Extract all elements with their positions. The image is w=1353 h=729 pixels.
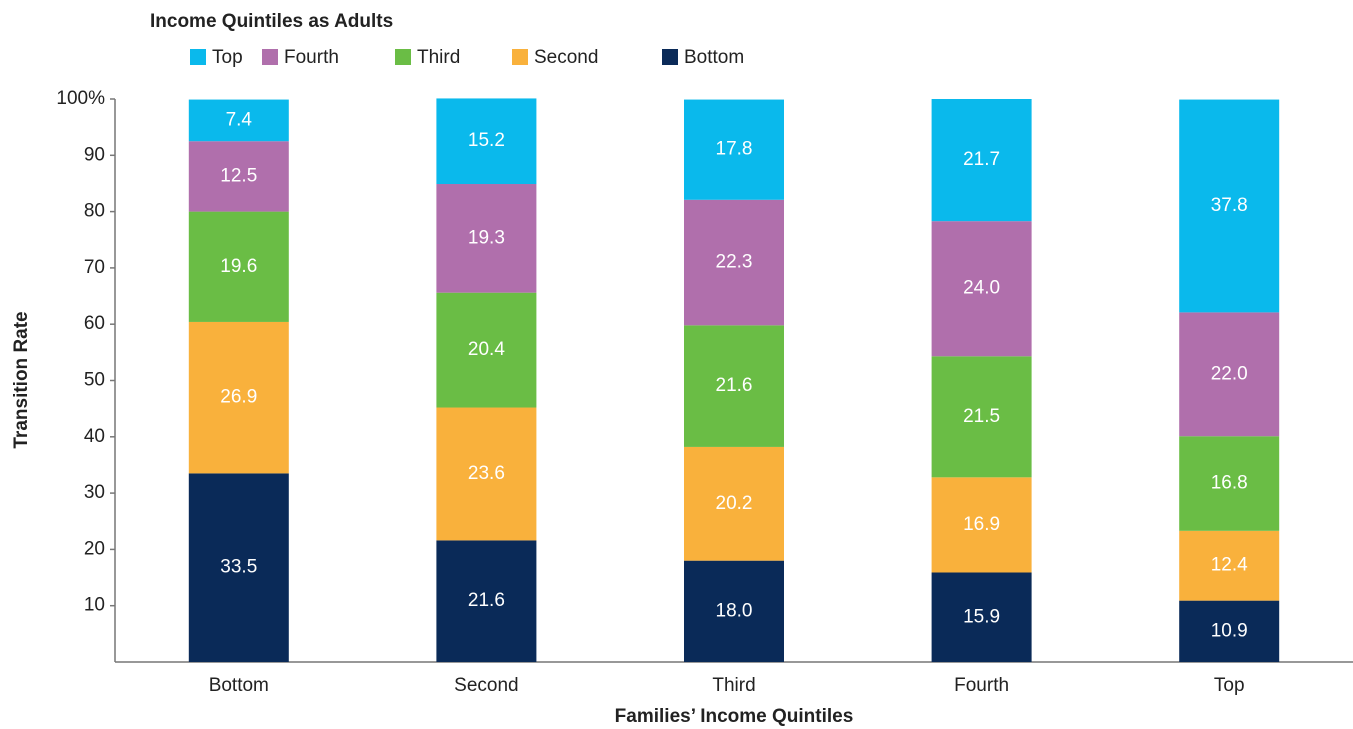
bar-segment <box>931 477 1032 573</box>
x-tick-label: Third <box>712 675 755 696</box>
value-label: 12.5 <box>220 165 257 186</box>
value-label: 15.2 <box>468 130 505 151</box>
bar-segment <box>931 572 1032 662</box>
value-label: 22.3 <box>716 252 753 273</box>
legend-swatch <box>190 49 206 65</box>
bar-segment <box>436 292 537 408</box>
value-label: 21.6 <box>468 590 505 611</box>
x-tick-label: Fourth <box>954 675 1009 696</box>
value-label: 16.8 <box>1211 473 1248 494</box>
value-label: 21.6 <box>716 375 753 396</box>
y-tick-label: 40 <box>84 426 105 447</box>
bar-segment <box>931 221 1032 357</box>
bar-segment <box>188 99 289 142</box>
value-label: 7.4 <box>226 109 253 130</box>
y-tick-label: 90 <box>84 144 105 165</box>
value-label: 17.8 <box>716 139 753 160</box>
legend-label: Fourth <box>284 47 339 68</box>
bar-segment <box>436 98 537 185</box>
bar-segment <box>436 184 537 293</box>
bar-segment <box>1179 530 1280 601</box>
y-tick-label: 10 <box>84 595 105 616</box>
y-tick-label: 100% <box>56 88 105 109</box>
bar-segment <box>684 446 784 561</box>
legend-swatch <box>662 49 678 65</box>
value-label: 15.9 <box>963 606 1000 627</box>
value-label: 33.5 <box>220 557 257 578</box>
y-tick-label: 80 <box>84 201 105 222</box>
y-tick-label: 30 <box>84 482 105 503</box>
bar-segment <box>436 407 537 541</box>
value-label: 22.0 <box>1211 363 1248 384</box>
value-label: 19.3 <box>468 227 505 248</box>
bar-segment <box>188 473 289 662</box>
legend-swatch <box>395 49 411 65</box>
value-label: 10.9 <box>1211 620 1248 641</box>
value-label: 21.7 <box>963 149 1000 170</box>
bar-segment <box>684 99 784 200</box>
legend-label: Bottom <box>684 47 744 68</box>
value-label: 24.0 <box>963 278 1000 299</box>
bar-segment <box>1179 436 1280 531</box>
value-label: 23.6 <box>468 463 505 484</box>
value-label: 18.0 <box>716 600 753 621</box>
x-axis-title: Families’ Income Quintiles <box>615 706 854 727</box>
legend-swatch <box>262 49 278 65</box>
bar-segment <box>1179 99 1280 313</box>
x-tick-label: Bottom <box>209 675 269 696</box>
y-tick-label: 20 <box>84 538 105 559</box>
bar-segment <box>931 99 1032 222</box>
legend-label: Second <box>534 47 598 68</box>
value-label: 26.9 <box>220 387 257 408</box>
bar-segment <box>436 540 537 662</box>
y-tick-label: 60 <box>84 313 105 334</box>
value-label: 21.5 <box>963 406 1000 427</box>
value-label: 20.4 <box>468 339 505 360</box>
value-label: 37.8 <box>1211 195 1248 216</box>
x-tick-label: Top <box>1214 675 1245 696</box>
bar-segment <box>188 211 289 322</box>
bar-segment <box>931 356 1032 478</box>
bar-segment <box>684 560 784 662</box>
bar-segment <box>1179 312 1280 437</box>
value-label: 12.4 <box>1211 555 1248 576</box>
value-label: 16.9 <box>963 514 1000 535</box>
value-label: 20.2 <box>716 493 753 514</box>
legend-swatch <box>512 49 528 65</box>
bar-segment <box>1179 600 1280 662</box>
bar-segment <box>188 141 289 212</box>
legend-title: Income Quintiles as Adults <box>150 11 393 32</box>
bar-segment <box>684 199 784 326</box>
y-tick-label: 50 <box>84 370 105 391</box>
y-axis-title: Transition Rate <box>11 311 32 448</box>
legend-label: Third <box>417 47 460 68</box>
bar-segment <box>188 321 289 474</box>
x-tick-label: Second <box>454 675 518 696</box>
y-tick-label: 70 <box>84 257 105 278</box>
legend-label: Top <box>212 47 243 68</box>
bar-segment <box>684 325 784 447</box>
value-label: 19.6 <box>220 256 257 277</box>
